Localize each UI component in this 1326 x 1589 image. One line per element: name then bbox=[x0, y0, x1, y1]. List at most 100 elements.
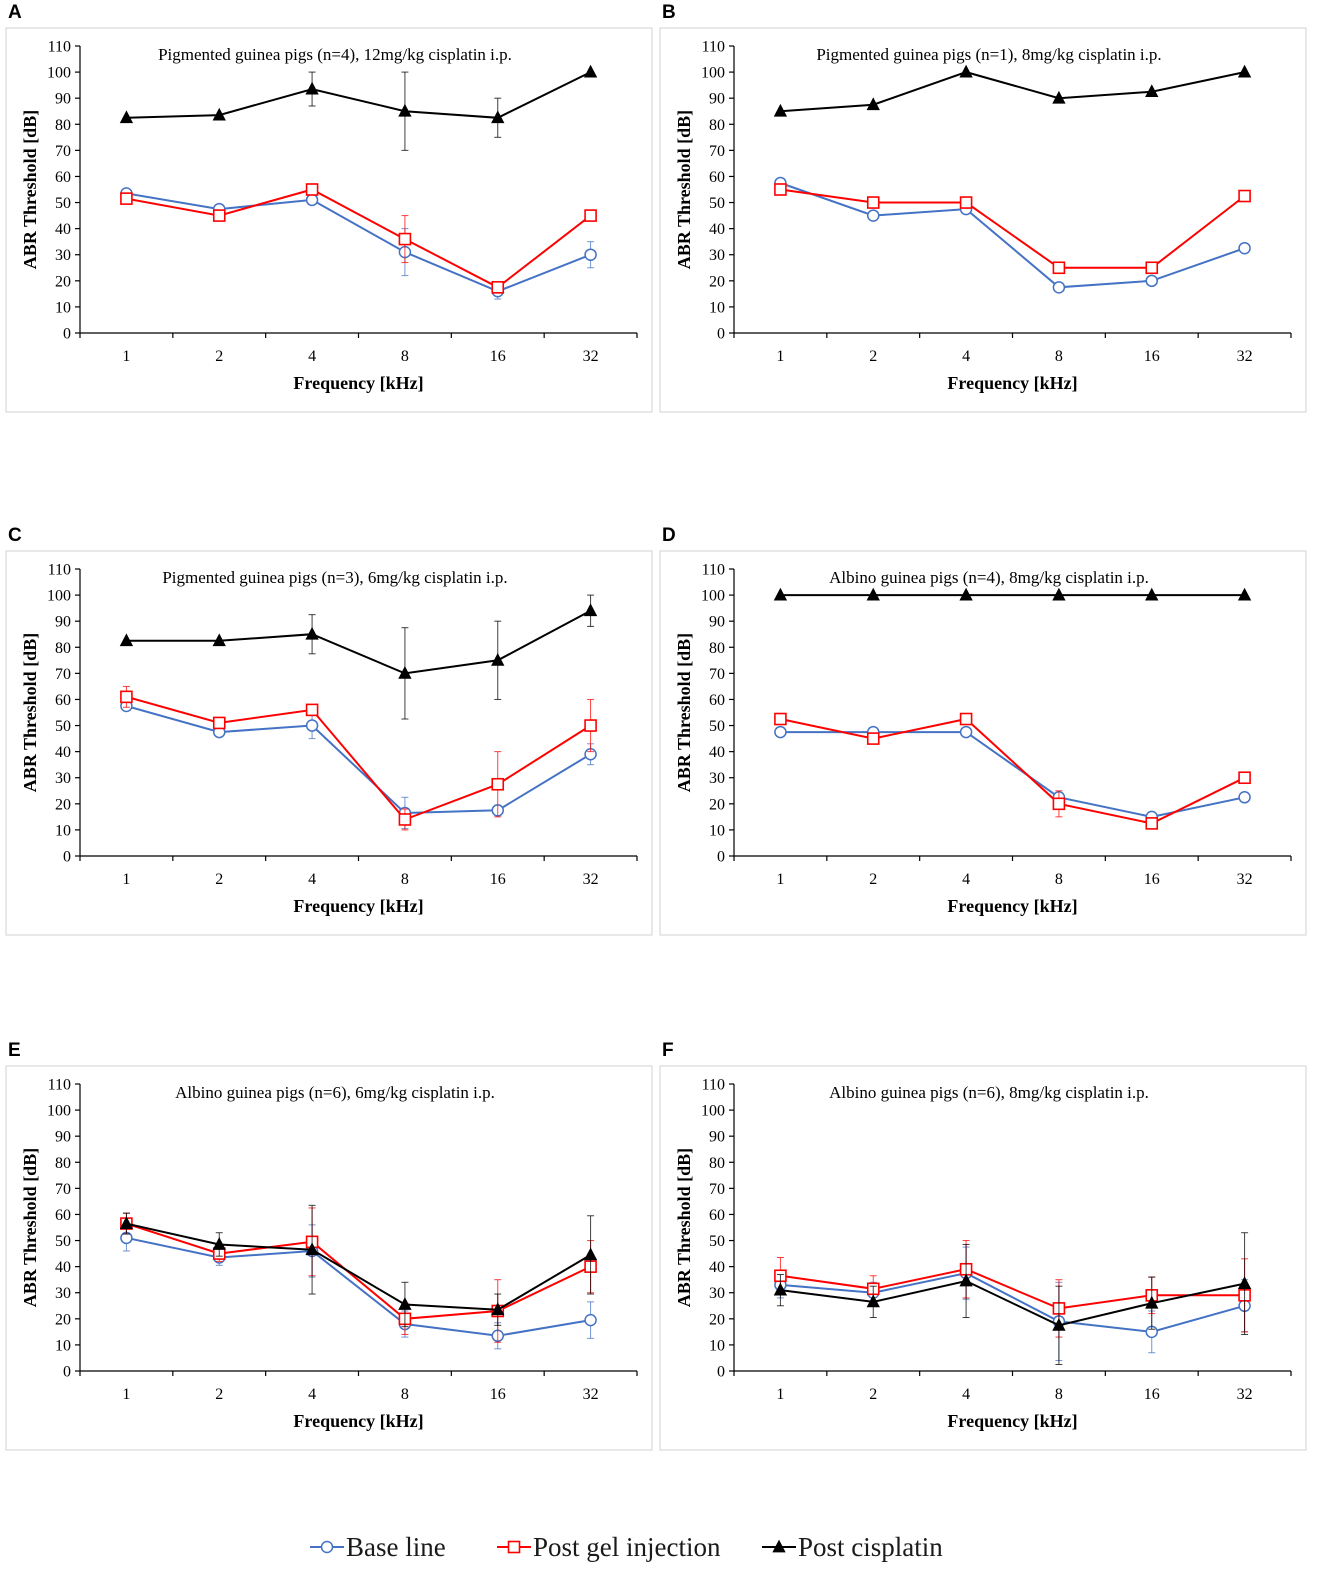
y-tick-label: 10 bbox=[709, 822, 725, 839]
x-axis-title: Frequency [kHz] bbox=[947, 1411, 1077, 1431]
cisplatin-marker-legend bbox=[772, 1539, 786, 1553]
y-axis-title: ABR Threshold [dB] bbox=[20, 110, 40, 269]
chart-panel-d: D 0 10 20 30 40 50 60 70 80 90 100 110 1 2 4 8 16 32 Freque… bbox=[659, 525, 1307, 936]
gel-line bbox=[780, 717, 1246, 825]
cisplatin-marker-5 bbox=[1237, 587, 1252, 601]
x-tick-label: 4 bbox=[308, 871, 316, 888]
x-tick-label: 2 bbox=[869, 348, 877, 365]
x-axis-title: Frequency [kHz] bbox=[947, 373, 1077, 393]
baseline-marker-3 bbox=[1052, 281, 1066, 294]
baseline-line bbox=[126, 192, 591, 293]
legend-label: Post gel injection bbox=[533, 1532, 721, 1562]
x-tick-label: 8 bbox=[401, 871, 409, 888]
gel-marker-5 bbox=[1238, 771, 1251, 785]
y-tick-label: 40 bbox=[709, 221, 725, 238]
x-tick-label: 32 bbox=[1237, 871, 1253, 888]
y-tick-label: 60 bbox=[709, 169, 725, 186]
x-tick-label: 4 bbox=[308, 1386, 316, 1403]
series-cisplatin bbox=[119, 1204, 598, 1328]
gel-marker-3 bbox=[1052, 797, 1066, 811]
y-tick-label: 10 bbox=[709, 299, 725, 316]
cisplatin-marker-1 bbox=[212, 1237, 226, 1250]
panel-letter: C bbox=[8, 525, 22, 546]
y-tick-label: 80 bbox=[709, 117, 725, 134]
baseline-line bbox=[780, 731, 1245, 818]
cisplatin-marker-3 bbox=[398, 665, 412, 679]
y-axis-title: ABR Threshold [dB] bbox=[20, 633, 40, 792]
gel-marker-2 bbox=[959, 196, 973, 209]
panel-frame bbox=[5, 27, 653, 413]
y-tick-label: 70 bbox=[709, 1181, 725, 1198]
gel-marker-4 bbox=[1145, 817, 1159, 830]
panel-title: Albino guinea pigs (n=4), 8mg/kg cisplat… bbox=[829, 568, 1149, 587]
y-tick-label: 0 bbox=[717, 849, 725, 866]
y-tick-label: 70 bbox=[55, 666, 71, 683]
chart-panel-b: B 0 10 20 30 40 50 60 70 80 90 100 110 1 2 4 8 16 32 Freque… bbox=[659, 2, 1307, 413]
y-tick-label: 80 bbox=[55, 1155, 71, 1172]
x-tick-label: 16 bbox=[1144, 348, 1160, 365]
panel-title: Albino guinea pigs (n=6), 6mg/kg cisplat… bbox=[175, 1083, 495, 1102]
x-tick-label: 2 bbox=[215, 1386, 223, 1403]
y-tick-label: 100 bbox=[701, 65, 725, 82]
x-tick-label: 16 bbox=[490, 871, 506, 888]
y-tick-label: 20 bbox=[55, 796, 71, 813]
series-baseline bbox=[774, 725, 1251, 824]
x-tick-label: 1 bbox=[122, 1386, 130, 1403]
y-tick-label: 80 bbox=[55, 117, 71, 134]
baseline-line bbox=[780, 182, 1245, 289]
gel-marker-1 bbox=[212, 716, 226, 730]
baseline-marker-2 bbox=[959, 725, 973, 739]
baseline-marker-5 bbox=[584, 248, 597, 261]
baseline-marker-5 bbox=[584, 1313, 597, 1327]
panel-letter: A bbox=[8, 2, 22, 23]
panel-title: Pigmented guinea pigs (n=3), 6mg/kg cisp… bbox=[162, 568, 507, 587]
legend-item-gel: Post gel injection bbox=[497, 1532, 721, 1562]
y-tick-label: 50 bbox=[709, 195, 725, 212]
cisplatin-marker-4 bbox=[1145, 1295, 1159, 1309]
cisplatin-marker-0 bbox=[773, 1282, 788, 1296]
series-cisplatin bbox=[773, 1232, 1252, 1365]
cisplatin-marker-1 bbox=[212, 107, 226, 121]
y-tick-label: 50 bbox=[55, 195, 71, 212]
baseline-marker-1 bbox=[867, 209, 880, 222]
gel-marker-4 bbox=[491, 281, 505, 294]
gel-marker-2 bbox=[305, 703, 319, 717]
panel-title: Pigmented guinea pigs (n=1), 8mg/kg cisp… bbox=[816, 45, 1161, 64]
panel-frame bbox=[659, 27, 1307, 413]
gel-marker-legend bbox=[507, 1540, 521, 1554]
y-tick-label: 40 bbox=[55, 744, 71, 761]
gel-marker-2 bbox=[305, 183, 319, 196]
x-tick-label: 4 bbox=[962, 1386, 970, 1403]
y-tick-label: 20 bbox=[55, 1311, 71, 1328]
x-tick-label: 1 bbox=[776, 871, 784, 888]
panel-frame bbox=[5, 1065, 653, 1451]
x-tick-label: 32 bbox=[583, 1386, 599, 1403]
gel-line bbox=[126, 1222, 592, 1320]
y-tick-label: 20 bbox=[709, 1311, 725, 1328]
gel-marker-4 bbox=[1145, 261, 1159, 275]
gel-line bbox=[780, 188, 1246, 269]
baseline-line bbox=[126, 1236, 591, 1337]
gel-line bbox=[126, 188, 592, 289]
x-tick-label: 32 bbox=[583, 348, 599, 365]
cisplatin-marker-3 bbox=[398, 1297, 412, 1310]
y-tick-label: 90 bbox=[709, 614, 725, 631]
baseline-line bbox=[780, 1272, 1245, 1333]
x-tick-label: 2 bbox=[215, 871, 223, 888]
y-tick-label: 90 bbox=[55, 91, 71, 108]
cisplatin-marker-1 bbox=[212, 633, 226, 647]
y-tick-label: 70 bbox=[55, 1181, 71, 1198]
x-tick-label: 2 bbox=[869, 1386, 877, 1403]
y-tick-label: 20 bbox=[709, 273, 725, 290]
y-tick-label: 50 bbox=[55, 718, 71, 735]
y-tick-label: 110 bbox=[48, 1077, 71, 1094]
x-tick-label: 4 bbox=[308, 348, 316, 365]
gel-marker-3 bbox=[398, 813, 412, 826]
panel-frame bbox=[659, 550, 1307, 936]
y-tick-label: 40 bbox=[709, 1259, 725, 1276]
y-tick-label: 0 bbox=[717, 326, 725, 343]
x-axis-title: Frequency [kHz] bbox=[293, 373, 423, 393]
baseline-marker-2 bbox=[305, 193, 319, 207]
y-tick-label: 0 bbox=[717, 1364, 725, 1381]
gel-marker-3 bbox=[1052, 261, 1066, 275]
